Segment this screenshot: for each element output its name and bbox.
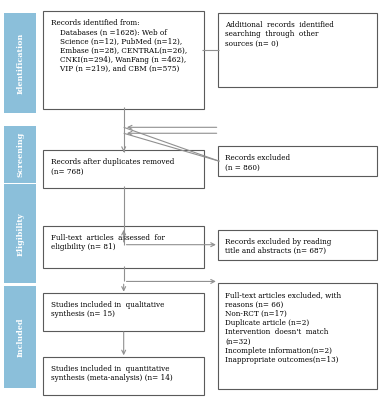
Text: Records excluded by reading
title and abstracts (n= 687): Records excluded by reading title and ab… <box>225 238 332 255</box>
FancyBboxPatch shape <box>4 286 36 388</box>
FancyBboxPatch shape <box>217 230 377 260</box>
FancyBboxPatch shape <box>43 226 204 268</box>
FancyBboxPatch shape <box>43 150 204 188</box>
FancyBboxPatch shape <box>43 293 204 331</box>
FancyBboxPatch shape <box>4 126 36 183</box>
Text: Screening: Screening <box>16 132 24 177</box>
FancyBboxPatch shape <box>217 13 377 87</box>
Text: Included: Included <box>16 317 24 357</box>
Text: Full-text articles excluded, with
reasons (n= 66)
Non-RCT (n=17)
Duplicate artic: Full-text articles excluded, with reason… <box>225 291 341 364</box>
Text: Eligibility: Eligibility <box>16 212 24 256</box>
Text: Records excluded
(n = 860): Records excluded (n = 860) <box>225 154 290 172</box>
FancyBboxPatch shape <box>217 146 377 176</box>
FancyBboxPatch shape <box>4 184 36 284</box>
Text: Records identified from:
    Databases (n =1628): Web of
    Science (n=12), Pub: Records identified from: Databases (n =1… <box>51 19 187 73</box>
Text: Studies included in  quantitative
synthesis (meta-analysis) (n= 14): Studies included in quantitative synthes… <box>51 365 172 382</box>
FancyBboxPatch shape <box>43 11 204 109</box>
Text: Full-text  articles  assessed  for
eligibility (n= 81): Full-text articles assessed for eligibil… <box>51 234 165 251</box>
Text: Studies included in  qualitative
synthesis (n= 15): Studies included in qualitative synthesi… <box>51 301 164 318</box>
FancyBboxPatch shape <box>43 357 204 395</box>
Text: Records after duplicates removed
(n= 768): Records after duplicates removed (n= 768… <box>51 158 174 176</box>
FancyBboxPatch shape <box>4 13 36 113</box>
FancyBboxPatch shape <box>217 284 377 389</box>
Text: Identification: Identification <box>16 32 24 94</box>
Text: Additional  records  identified
searching  through  other
sources (n= 0): Additional records identified searching … <box>225 21 334 48</box>
